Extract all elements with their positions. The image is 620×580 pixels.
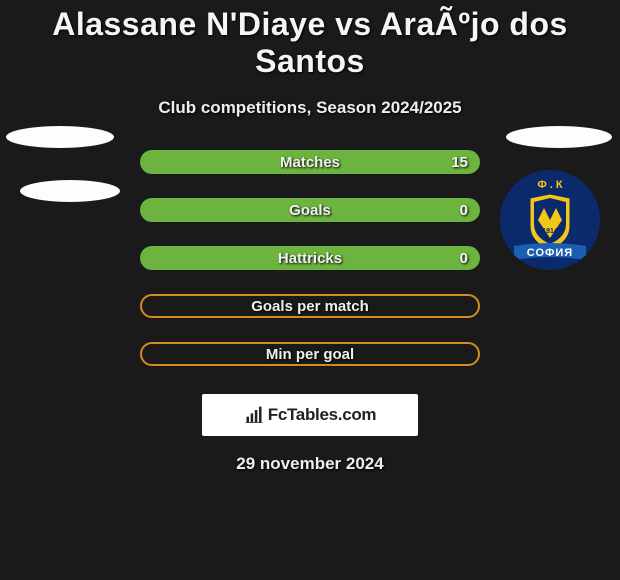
decor-ellipse-left-1 xyxy=(6,126,114,148)
svg-text:СОФИЯ: СОФИЯ xyxy=(527,247,573,259)
stat-row: Matches 15 xyxy=(140,150,480,174)
club-logo-svg: Ф . К 1914 СОФИЯ xyxy=(500,170,600,270)
svg-text:Ф . К: Ф . К xyxy=(537,179,563,191)
stat-row: Min per goal xyxy=(140,342,480,366)
stat-row: Goals 0 xyxy=(140,198,480,222)
bar-chart-icon xyxy=(244,405,264,425)
stat-row: Goals per match xyxy=(140,294,480,318)
club-logo: Ф . К 1914 СОФИЯ xyxy=(500,170,600,270)
stat-label: Matches xyxy=(280,154,340,171)
svg-text:1914: 1914 xyxy=(542,228,558,235)
source-badge-text: FcTables.com xyxy=(268,405,377,425)
page-title: Alassane N'Diaye vs AraÃºjo dos Santos xyxy=(0,0,620,80)
decor-ellipse-right-1 xyxy=(506,126,612,148)
stat-label: Min per goal xyxy=(266,346,354,363)
stat-label: Goals xyxy=(289,202,331,219)
stat-value: 0 xyxy=(460,250,468,267)
stat-label: Goals per match xyxy=(251,298,369,315)
stat-value: 0 xyxy=(460,202,468,219)
decor-ellipse-left-2 xyxy=(20,180,120,202)
stat-row: Hattricks 0 xyxy=(140,246,480,270)
stat-value: 15 xyxy=(451,154,468,171)
date-text: 29 november 2024 xyxy=(0,454,620,474)
stat-label: Hattricks xyxy=(278,250,342,267)
source-badge[interactable]: FcTables.com xyxy=(202,394,418,436)
subtitle: Club competitions, Season 2024/2025 xyxy=(0,98,620,118)
